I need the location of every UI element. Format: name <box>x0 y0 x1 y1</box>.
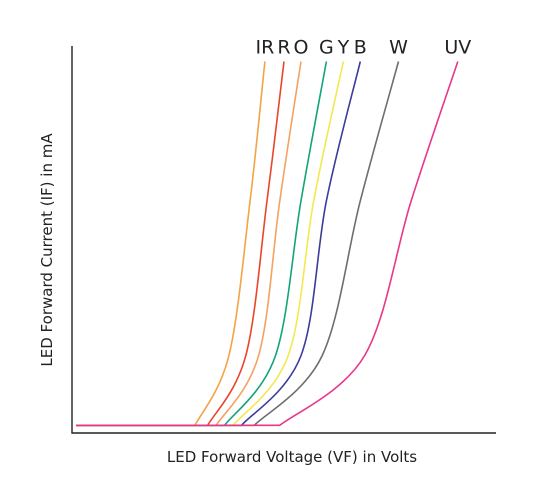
series-line-b <box>76 61 362 427</box>
x-axis-title: LED Forward Voltage (VF) in Volts <box>167 448 417 466</box>
series-line-g <box>76 61 328 427</box>
series-line-o <box>76 61 302 427</box>
series-label-r: R <box>277 37 290 59</box>
series-label-g: G <box>319 37 334 59</box>
series-label-b: B <box>354 37 367 59</box>
series-label-o: O <box>294 37 309 59</box>
series-label-ir: IR <box>255 37 274 59</box>
series-labels: IR R O G Y B W UV <box>255 37 471 59</box>
y-axis-title: LED Forward Current (IF) in mA <box>38 133 56 367</box>
series-label-y: Y <box>337 37 350 59</box>
series-label-uv: UV <box>444 37 471 59</box>
series-line-r <box>76 61 285 427</box>
axes <box>71 46 496 434</box>
series-line-uv <box>76 61 459 427</box>
series-line-w <box>76 61 400 427</box>
series-line-ir <box>76 61 266 427</box>
series-curves <box>76 61 459 427</box>
series-line-y <box>76 61 345 427</box>
series-label-w: W <box>389 37 408 59</box>
